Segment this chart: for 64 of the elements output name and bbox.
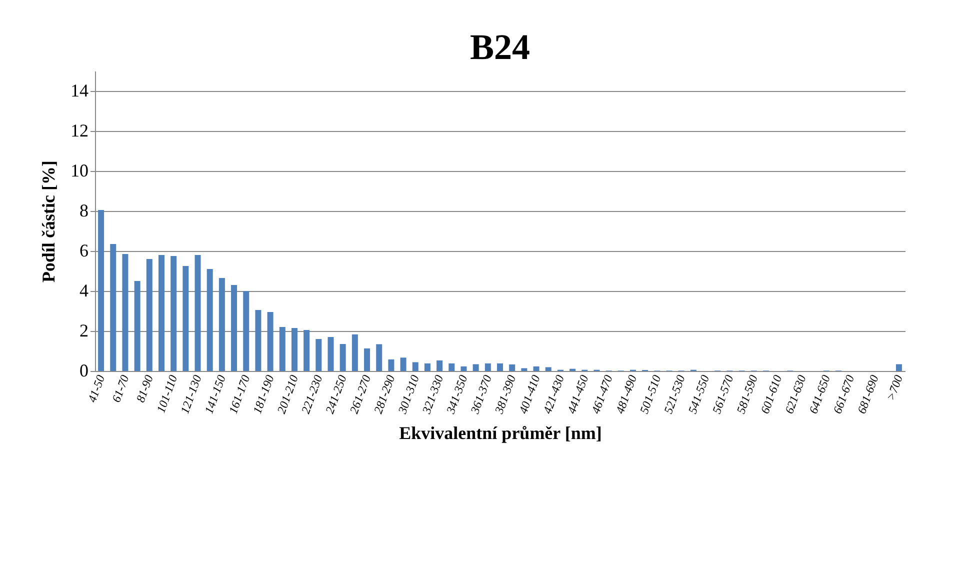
bar — [316, 339, 322, 371]
x-tick-label: 61-70 — [109, 373, 132, 404]
bar — [134, 281, 140, 371]
bar — [328, 337, 334, 371]
bar — [388, 359, 394, 371]
bar — [158, 255, 164, 371]
x-axis-title: Ekvivalentní průměr [nm] — [399, 423, 602, 444]
y-tick-label: 10 — [70, 160, 88, 180]
y-tick-label: 0 — [80, 360, 88, 380]
bar — [545, 367, 552, 371]
y-tick-label: 4 — [80, 280, 88, 300]
bar — [484, 363, 491, 371]
bar — [352, 334, 358, 371]
bar — [146, 259, 152, 371]
bar — [98, 210, 104, 371]
bar — [267, 312, 274, 371]
bar — [122, 254, 128, 371]
bar — [436, 360, 443, 371]
bar — [182, 266, 189, 371]
x-tick-label: 401-410 — [516, 373, 543, 416]
bar — [291, 328, 298, 371]
x-tick-label: 181-190 — [250, 373, 277, 416]
bar — [255, 310, 262, 371]
x-tick-label: 581-590 — [734, 373, 760, 416]
x-tick-label: 121-130 — [178, 373, 204, 416]
bar — [448, 363, 455, 371]
bar — [364, 348, 370, 371]
bar — [170, 256, 177, 371]
y-tick-label: 6 — [80, 240, 88, 260]
x-tick-label: >700 — [883, 373, 906, 402]
bar — [521, 368, 528, 371]
bar — [376, 344, 382, 371]
bar — [497, 363, 503, 371]
bar — [472, 364, 479, 371]
y-tick-label: 12 — [70, 120, 88, 140]
y-axis-title: Podíl částic [%] — [38, 160, 58, 282]
bar — [460, 366, 467, 371]
bar — [231, 285, 238, 371]
x-tick-label: 641-650 — [806, 373, 833, 416]
y-tick-label: 2 — [80, 320, 88, 340]
x-tick-label: 461-470 — [588, 373, 616, 416]
bar — [218, 278, 225, 371]
bar — [279, 327, 286, 371]
bar — [110, 244, 116, 371]
bar — [509, 364, 516, 371]
x-tick-label: 81-90 — [133, 373, 156, 404]
bar — [412, 362, 418, 371]
bar — [304, 330, 310, 371]
x-tick-label: 681-690 — [854, 373, 882, 416]
chart-title: B24 — [470, 27, 530, 67]
x-tick-label: 241-250 — [322, 373, 350, 416]
y-tick-label: 8 — [80, 200, 88, 220]
x-tick-label: 101-110 — [154, 373, 180, 415]
bar — [194, 255, 201, 371]
bar — [400, 358, 406, 371]
bar — [206, 269, 213, 371]
bar — [243, 291, 250, 371]
bar — [340, 344, 346, 371]
bar — [896, 364, 902, 371]
bar — [424, 363, 430, 371]
bar — [533, 366, 540, 371]
x-tick-label: 661-670 — [830, 373, 858, 416]
x-tick-label: 521-530 — [661, 373, 688, 416]
y-tick-label: 14 — [70, 80, 88, 100]
